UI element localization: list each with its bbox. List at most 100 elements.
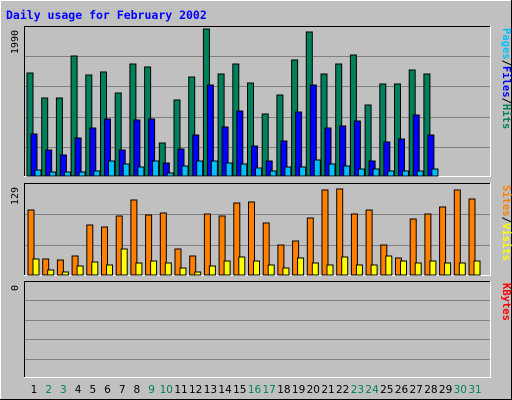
- bar-files-day-13: [206, 84, 214, 177]
- bar-files-day-6: [104, 118, 111, 177]
- bar-files-day-8: [133, 119, 141, 177]
- x-tick-label-day-10: 10: [160, 384, 173, 396]
- bar-pages-day-5: [93, 170, 101, 177]
- bar-sites-day-6: [101, 226, 108, 276]
- bar-visits-day-5: [91, 261, 99, 276]
- bar-files-day-17: [265, 160, 273, 177]
- bar-visits-day-15: [238, 256, 246, 276]
- x-tick-label-day-7: 7: [119, 384, 126, 396]
- bar-sites-day-24: [365, 209, 373, 276]
- bar-files-day-21: [324, 127, 332, 177]
- bar-files-day-28: [427, 134, 435, 177]
- bar-pages-day-27: [416, 170, 424, 177]
- bar-sites-day-5: [86, 224, 94, 276]
- bar-files-day-19: [295, 111, 303, 177]
- bar-visits-day-6: [106, 264, 113, 276]
- x-tick-label-day-9: 9: [148, 384, 155, 396]
- bar-hits-day-23: [349, 54, 357, 177]
- bar-files-day-1: [30, 133, 38, 177]
- bar-files-day-7: [118, 149, 126, 177]
- bar-sites-day-18: [277, 244, 285, 276]
- bar-visits-day-26: [400, 260, 407, 276]
- x-tick-label-day-8: 8: [134, 384, 141, 396]
- bar-hits-day-16: [247, 82, 254, 177]
- x-tick-label-day-4: 4: [75, 384, 82, 396]
- x-tick-label-day-30: 30: [454, 384, 467, 396]
- bar-visits-day-22: [341, 256, 349, 276]
- x-tick-label-day-27: 27: [410, 384, 423, 396]
- bar-pages-day-9: [152, 160, 160, 177]
- x-tick-label-day-2: 2: [45, 384, 52, 396]
- legend-sep: /: [500, 98, 512, 104]
- bar-pages-day-22: [343, 165, 351, 177]
- bar-sites-day-22: [336, 188, 344, 276]
- bar-visits-day-4: [76, 265, 84, 276]
- legend-files: Files: [500, 66, 512, 98]
- bar-hits-day-22: [335, 63, 343, 177]
- bar-files-day-22: [339, 125, 347, 177]
- bar-pages-day-19: [299, 166, 307, 177]
- bar-files-day-3: [59, 154, 67, 177]
- bar-files-day-2: [45, 149, 53, 177]
- bar-visits-day-12: [194, 271, 202, 276]
- bar-sites-day-2: [42, 258, 50, 276]
- bar-files-day-25: [383, 141, 391, 177]
- bar-visits-day-10: [164, 262, 172, 276]
- x-tick-label-day-21: 21: [321, 384, 334, 396]
- bar-sites-day-14: [218, 215, 226, 276]
- x-tick-label-day-1: 1: [31, 384, 38, 396]
- axis-legend-kbytes: KBytes: [500, 283, 512, 321]
- bar-visits-day-14: [223, 260, 231, 276]
- bar-hits-day-10: [158, 142, 166, 177]
- bar-sites-day-17: [262, 222, 270, 276]
- x-tick-label-day-6: 6: [104, 384, 111, 396]
- x-tick-label-day-12: 12: [189, 384, 202, 396]
- bar-pages-day-15: [240, 163, 248, 177]
- bar-hits-day-26: [394, 83, 401, 177]
- legend-hits: Hits: [500, 104, 512, 129]
- bar-hits-day-14: [217, 73, 225, 177]
- bar-hits-day-11: [173, 99, 181, 177]
- y-max-label: 1990: [10, 30, 21, 54]
- bar-visits-day-2: [47, 269, 55, 276]
- bar-visits-day-11: [179, 267, 187, 276]
- bar-files-day-5: [89, 127, 97, 177]
- bar-visits-day-13: [208, 265, 216, 276]
- x-tick-label-day-31: 31: [468, 384, 481, 396]
- x-tick-label-day-20: 20: [307, 384, 320, 396]
- bar-files-day-18: [280, 140, 288, 177]
- bar-sites-day-9: [145, 214, 153, 276]
- bar-sites-day-29: [439, 206, 447, 276]
- bar-visits-day-31: [473, 260, 481, 276]
- bar-pages-day-17: [269, 170, 277, 177]
- bar-pages-day-6: [108, 160, 115, 177]
- bar-files-day-11: [177, 148, 185, 177]
- bar-files-day-20: [309, 84, 317, 177]
- bar-files-day-14: [221, 126, 229, 177]
- bar-sites-day-8: [130, 199, 138, 276]
- bar-visits-day-20: [311, 262, 319, 276]
- bar-hits-day-3: [55, 97, 63, 177]
- bar-visits-day-27: [414, 262, 422, 276]
- bar-pages-day-25: [387, 170, 395, 177]
- x-tick-label-day-15: 15: [233, 384, 246, 396]
- bar-hits-day-28: [423, 73, 431, 177]
- x-tick-label-day-18: 18: [277, 384, 290, 396]
- bar-pages-day-7: [122, 163, 130, 177]
- bar-pages-day-20: [313, 159, 321, 177]
- panel-kbytes: [24, 281, 491, 378]
- x-tick-label-day-11: 11: [174, 384, 187, 396]
- bar-sites-day-16: [248, 201, 255, 276]
- x-tick-label-day-23: 23: [351, 384, 364, 396]
- bar-hits-day-5: [85, 74, 93, 177]
- bar-pages-day-26: [402, 170, 409, 177]
- bar-hits-day-1: [26, 72, 34, 177]
- x-tick-label-day-14: 14: [218, 384, 232, 396]
- bar-visits-day-3: [61, 271, 69, 276]
- bar-files-day-16: [251, 145, 258, 177]
- bar-files-day-27: [412, 114, 420, 177]
- bar-hits-day-25: [379, 83, 387, 177]
- bar-hits-day-24: [364, 104, 372, 177]
- bar-sites-day-28: [424, 213, 432, 276]
